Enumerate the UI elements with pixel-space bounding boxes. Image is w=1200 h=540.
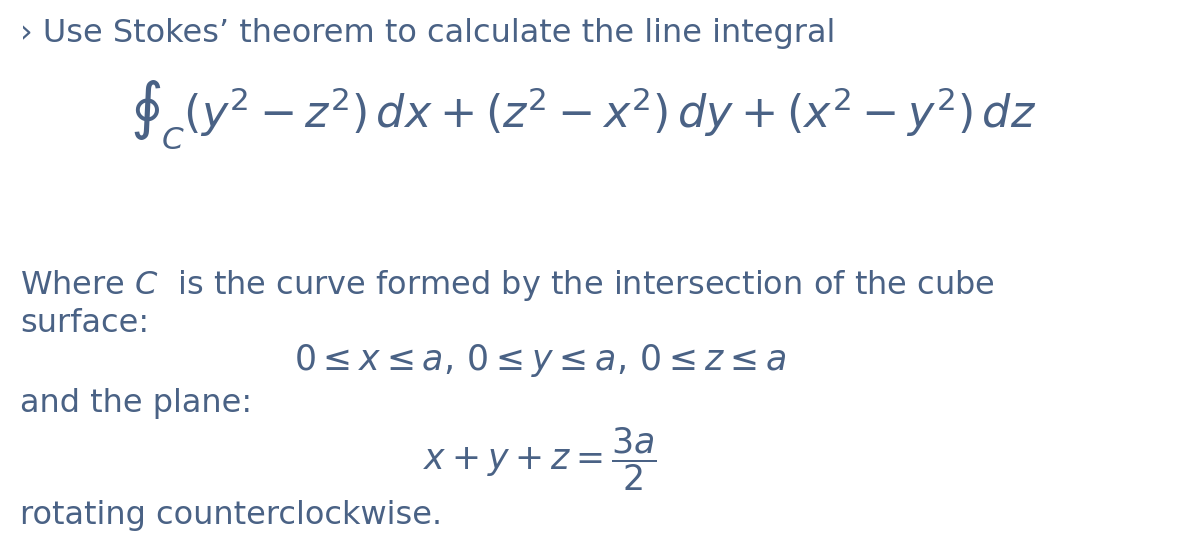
Text: rotating counterclockwise.: rotating counterclockwise. [20,500,442,531]
Text: $x + y + z = \dfrac{3a}{2}$: $x + y + z = \dfrac{3a}{2}$ [424,425,656,493]
Text: Where $C$  is the curve formed by the intersection of the cube: Where $C$ is the curve formed by the int… [20,268,995,303]
Text: and the plane:: and the plane: [20,388,252,419]
Text: $0 \leq x \leq a,\, 0 \leq y \leq a,\, 0 \leq z \leq a$: $0 \leq x \leq a,\, 0 \leq y \leq a,\, 0… [294,342,786,379]
Text: surface:: surface: [20,308,149,339]
Text: › Use Stokes’ theorem to calculate the line integral: › Use Stokes’ theorem to calculate the l… [20,18,835,49]
Text: $\oint_C (y^2 - z^2)\,dx + (z^2 - x^2)\,dy + (x^2 - y^2)\,dz$: $\oint_C (y^2 - z^2)\,dx + (z^2 - x^2)\,… [130,78,1036,151]
